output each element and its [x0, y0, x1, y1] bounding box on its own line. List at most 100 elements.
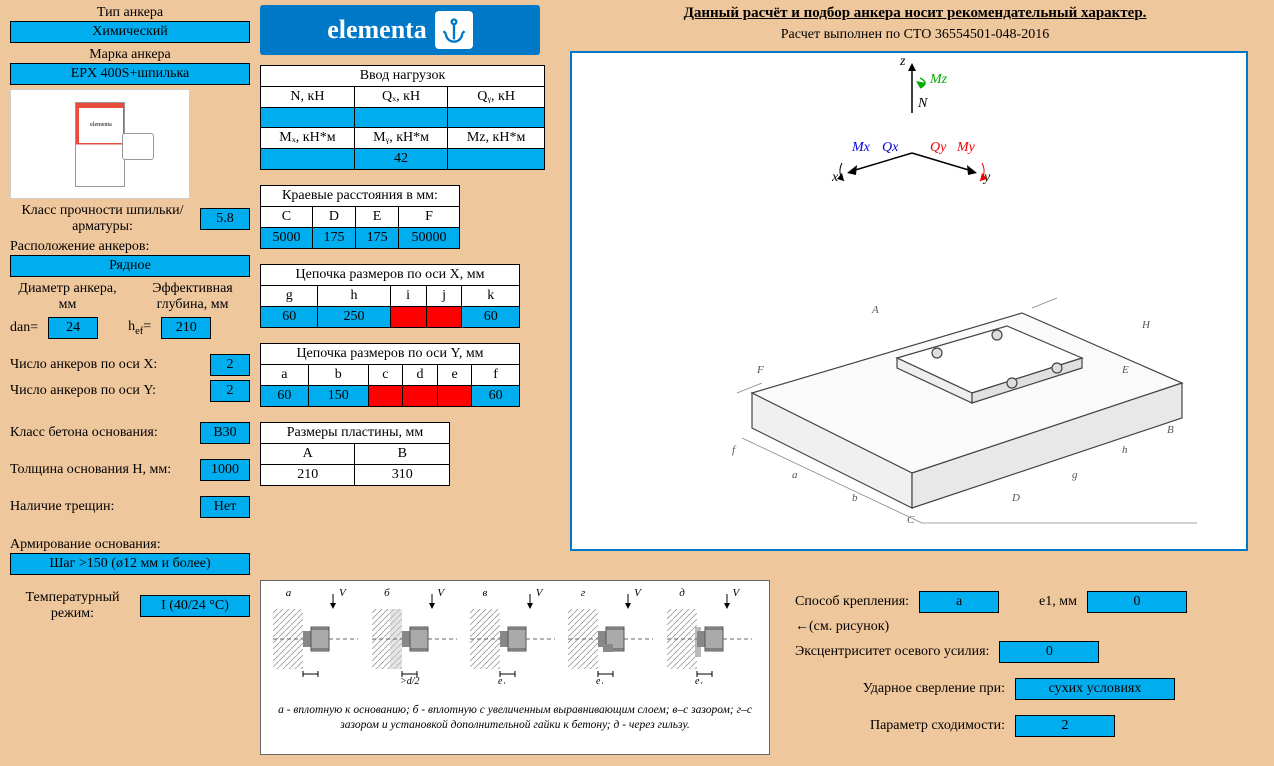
- header-cell: Qᵧ, кН: [448, 87, 545, 108]
- axis-mx-label: Mx: [851, 140, 871, 155]
- chainy-table: Цепочка размеров по оси Y, мм abcdef6015…: [260, 343, 520, 407]
- strength-class-label: Класс прочности шпильки/арматуры:: [10, 203, 195, 235]
- count-y-input[interactable]: 2: [210, 380, 250, 402]
- input-cell[interactable]: [390, 307, 426, 328]
- e1-label: e1, мм: [1039, 594, 1077, 610]
- diagram-3d: z Mz N x Mx Qx y Qy My: [570, 51, 1248, 551]
- input-cell[interactable]: 60: [472, 386, 520, 407]
- svg-text:>d/2: >d/2: [400, 676, 420, 684]
- header-cell: k: [462, 286, 520, 307]
- method-select[interactable]: а: [919, 591, 999, 613]
- loads-title: Ввод нагрузок: [261, 66, 545, 87]
- fastening-variant: дV e₁: [664, 589, 759, 699]
- count-x-input[interactable]: 2: [210, 354, 250, 376]
- input-cell[interactable]: 150: [308, 386, 368, 407]
- dan-input[interactable]: 24: [48, 317, 98, 339]
- header-cell: Qₓ, кН: [354, 87, 447, 108]
- count-x-label: Число анкеров по оси X:: [10, 357, 205, 373]
- middle-panel: elementa Ввод нагрузок N, кНQₓ, кНQᵧ, кН…: [260, 5, 550, 486]
- anchor-brand-select[interactable]: EPX 400S+шпилька: [10, 63, 250, 85]
- input-cell[interactable]: [448, 149, 545, 170]
- reinforcement-label: Армирование основания:: [10, 537, 161, 553]
- anchor-type-select[interactable]: Химический: [10, 21, 250, 43]
- fastening-variant: вV e₁: [467, 589, 562, 699]
- header-cell: j: [426, 286, 462, 307]
- conv-input[interactable]: 2: [1015, 715, 1115, 737]
- svg-text:C: C: [907, 514, 915, 526]
- svg-text:e₁: e₁: [695, 676, 703, 684]
- fastening-variant: бV >d/2: [369, 589, 464, 699]
- axis-x-label: x: [831, 170, 839, 185]
- svg-text:a: a: [792, 469, 798, 481]
- input-cell[interactable]: 175: [312, 228, 355, 249]
- input-cell[interactable]: 42: [354, 149, 447, 170]
- logo: elementa: [260, 5, 540, 55]
- input-cell[interactable]: 250: [318, 307, 390, 328]
- strength-class-input[interactable]: 5.8: [200, 208, 250, 230]
- chainx-table: Цепочка размеров по оси X, мм ghijk60250…: [260, 264, 520, 328]
- header-cell: c: [368, 365, 402, 386]
- input-cell[interactable]: [426, 307, 462, 328]
- axis-z-label: z: [899, 54, 906, 69]
- svg-text:f: f: [732, 444, 737, 456]
- header-cell: 310: [355, 465, 450, 486]
- input-cell[interactable]: [354, 108, 447, 128]
- input-cell[interactable]: [438, 386, 472, 407]
- cracks-select[interactable]: Нет: [200, 496, 250, 518]
- svg-text:b: b: [852, 492, 858, 504]
- page-subtitle: Расчет выполнен по СТО 36554501-048-2016: [570, 27, 1260, 43]
- edge-title: Краевые расстояния в мм:: [261, 186, 460, 207]
- header-cell: b: [308, 365, 368, 386]
- svg-text:H: H: [1141, 319, 1151, 331]
- header-cell: e: [438, 365, 472, 386]
- thickness-label: Толщина основания H, мм:: [10, 462, 195, 478]
- svg-text:E: E: [1121, 364, 1129, 376]
- input-cell[interactable]: [261, 108, 355, 128]
- input-cell[interactable]: 50000: [399, 228, 460, 249]
- input-cell[interactable]: 5000: [261, 228, 313, 249]
- thickness-input[interactable]: 1000: [200, 459, 250, 481]
- input-cell[interactable]: 60: [462, 307, 520, 328]
- concrete-class-input[interactable]: B30: [200, 422, 250, 444]
- input-cell[interactable]: [368, 386, 402, 407]
- axis-qy-label: Qy: [930, 140, 947, 155]
- hef-input[interactable]: 210: [161, 317, 211, 339]
- e1-input[interactable]: 0: [1087, 591, 1187, 613]
- left-panel: Тип анкера Химический Марка анкера EPX 4…: [10, 5, 250, 626]
- svg-text:g: g: [1072, 469, 1078, 481]
- dan-label: dan=: [10, 320, 38, 336]
- fastening-variant: гV e₁: [566, 589, 661, 699]
- header-cell: F: [399, 207, 460, 228]
- header-cell: N, кН: [261, 87, 355, 108]
- input-cell[interactable]: [261, 149, 355, 170]
- drill-select[interactable]: сухих условиях: [1015, 678, 1175, 700]
- count-y-label: Число анкеров по оси Y:: [10, 383, 205, 399]
- header-cell: E: [356, 207, 399, 228]
- temp-select[interactable]: I (40/24 °C): [140, 595, 250, 617]
- cracks-label: Наличие трещин:: [10, 499, 195, 515]
- anchor-brand-label: Марка анкера: [10, 47, 250, 63]
- fastening-diagram: аV бV >d/2 вV: [260, 580, 770, 755]
- temp-label: Температурный режим:: [10, 590, 135, 622]
- input-cell[interactable]: [402, 386, 437, 407]
- header-cell: B: [355, 444, 450, 465]
- ecc-input[interactable]: 0: [999, 641, 1099, 663]
- header-cell: Mₓ, кН*м: [261, 128, 355, 149]
- right-params: Способ крепления: а e1, мм 0 ←(см. рисун…: [795, 585, 1265, 743]
- header-cell: g: [261, 286, 318, 307]
- input-cell[interactable]: 60: [261, 307, 318, 328]
- logo-text: elementa: [327, 15, 427, 45]
- input-cell[interactable]: [448, 108, 545, 128]
- arrangement-select[interactable]: Рядное: [10, 255, 250, 277]
- conv-label: Параметр сходимости:: [795, 718, 1005, 734]
- reinforcement-select[interactable]: Шаг >150 (ø12 мм и более): [10, 553, 250, 575]
- fastening-variant: аV: [271, 589, 366, 699]
- header-cell: 210: [261, 465, 355, 486]
- header-cell: Mz, кН*м: [448, 128, 545, 149]
- input-cell[interactable]: 175: [356, 228, 399, 249]
- method-label: Способ крепления:: [795, 594, 909, 610]
- header-cell: d: [402, 365, 437, 386]
- input-cell[interactable]: 60: [261, 386, 309, 407]
- edge-table: Краевые расстояния в мм: CDEF50001751755…: [260, 185, 460, 249]
- diameter-label: Диаметр анкера, мм: [10, 281, 125, 313]
